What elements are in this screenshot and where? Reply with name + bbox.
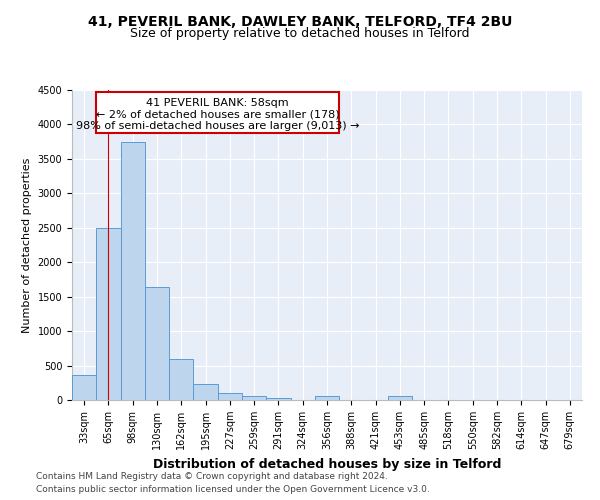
Bar <box>121 142 145 400</box>
Text: 41 PEVERIL BANK: 58sqm: 41 PEVERIL BANK: 58sqm <box>146 98 289 108</box>
Bar <box>218 393 242 400</box>
FancyBboxPatch shape <box>96 92 339 134</box>
Bar <box>266 398 290 400</box>
Bar <box>242 396 266 400</box>
Bar <box>193 384 218 400</box>
Text: ← 2% of detached houses are smaller (178): ← 2% of detached houses are smaller (178… <box>96 110 340 120</box>
Y-axis label: Number of detached properties: Number of detached properties <box>22 158 32 332</box>
Text: Size of property relative to detached houses in Telford: Size of property relative to detached ho… <box>130 28 470 40</box>
Text: Contains HM Land Registry data © Crown copyright and database right 2024.: Contains HM Land Registry data © Crown c… <box>36 472 388 481</box>
Bar <box>145 287 169 400</box>
Bar <box>72 374 96 400</box>
Bar <box>315 396 339 400</box>
Text: Contains public sector information licensed under the Open Government Licence v3: Contains public sector information licen… <box>36 485 430 494</box>
Bar <box>169 360 193 400</box>
Text: 98% of semi-detached houses are larger (9,013) →: 98% of semi-detached houses are larger (… <box>76 121 359 131</box>
Text: 41, PEVERIL BANK, DAWLEY BANK, TELFORD, TF4 2BU: 41, PEVERIL BANK, DAWLEY BANK, TELFORD, … <box>88 15 512 29</box>
Bar <box>96 228 121 400</box>
Bar <box>388 396 412 400</box>
X-axis label: Distribution of detached houses by size in Telford: Distribution of detached houses by size … <box>153 458 501 470</box>
